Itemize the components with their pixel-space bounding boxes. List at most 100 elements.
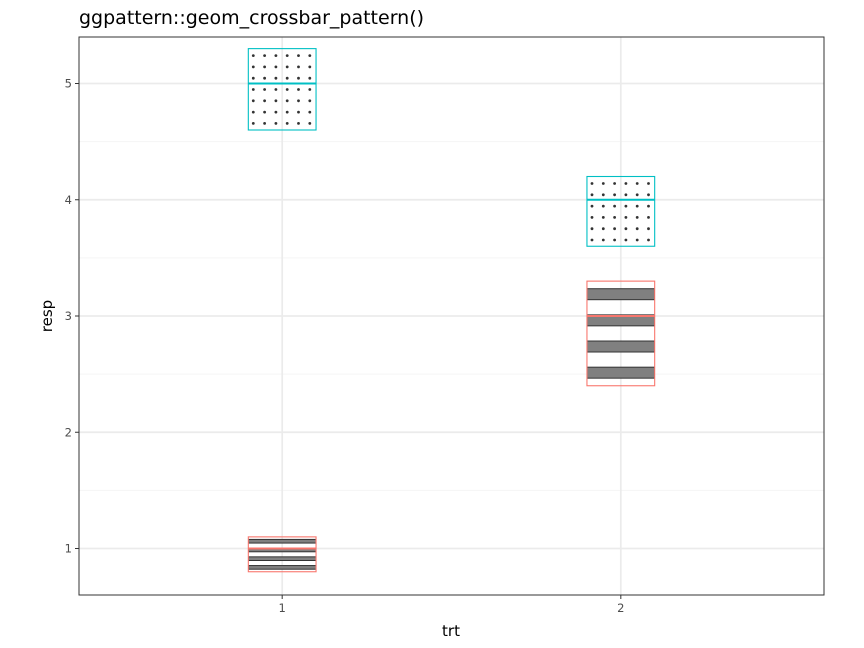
pattern-dot — [285, 76, 289, 80]
pattern-dot — [635, 193, 639, 197]
pattern-dot — [647, 216, 650, 219]
pattern-dot — [647, 204, 650, 208]
pattern-dot — [590, 216, 594, 219]
pattern-dot — [624, 193, 628, 197]
stripe — [586, 288, 655, 301]
pattern-dot — [297, 122, 300, 125]
x-axis-title: trt — [442, 622, 460, 640]
pattern-dot — [285, 65, 289, 69]
pattern-dot — [297, 65, 300, 69]
pattern-dot — [274, 76, 278, 80]
pattern-dot — [613, 204, 616, 208]
stripe — [248, 556, 317, 562]
crossbar-box — [247, 536, 317, 573]
x-tick-label: 1 — [279, 601, 286, 615]
pattern-dot — [274, 65, 278, 69]
plot-panel — [78, 36, 825, 596]
pattern-dot — [285, 99, 289, 103]
chart-title: ggpattern::geom_crossbar_pattern() — [79, 7, 424, 29]
pattern-dot — [308, 99, 312, 103]
pattern-dot — [601, 204, 605, 208]
pattern-dot — [251, 110, 255, 114]
pattern-dot — [624, 204, 628, 208]
pattern-dot — [601, 182, 605, 185]
pattern-dot — [274, 88, 278, 91]
pattern-dot — [274, 110, 278, 114]
pattern-dot — [274, 54, 278, 57]
pattern-dot — [263, 76, 266, 80]
pattern-dot — [297, 110, 300, 114]
pattern-dot — [647, 227, 650, 231]
pattern-dot — [308, 65, 312, 69]
pattern-dot — [297, 76, 300, 80]
pattern-dot — [647, 238, 650, 242]
stripe — [586, 314, 655, 327]
stripe — [586, 366, 655, 379]
crossbar — [586, 280, 656, 387]
pattern-dot — [297, 88, 300, 91]
pattern-dot — [635, 204, 639, 208]
y-tick-label: 4 — [65, 193, 72, 207]
pattern-dot — [308, 76, 312, 80]
pattern-dot — [263, 122, 266, 125]
crossbar — [247, 48, 317, 131]
stripe — [248, 565, 317, 570]
pattern-dot — [624, 216, 628, 219]
pattern-dot — [251, 76, 255, 80]
pattern-dot — [590, 227, 594, 231]
pattern-dot — [251, 88, 255, 91]
pattern-dot — [285, 88, 289, 91]
pattern-dot — [263, 65, 266, 69]
pattern-dot — [297, 54, 300, 57]
y-tick-label: 2 — [65, 425, 72, 439]
pattern-dot — [601, 193, 605, 197]
x-tick-label: 2 — [617, 601, 624, 615]
y-axis: 1 2 3 4 5 — [65, 77, 79, 556]
pattern-dot — [613, 193, 616, 197]
pattern-dot — [297, 99, 300, 103]
pattern-dot — [251, 99, 255, 103]
pattern-dot — [613, 182, 616, 185]
pattern-dot — [624, 182, 628, 185]
pattern-dot — [590, 193, 594, 197]
pattern-dot — [635, 216, 639, 219]
pattern-dot — [263, 99, 266, 103]
pattern-dot — [647, 182, 650, 185]
pattern-dot — [624, 238, 628, 242]
pattern-dot — [285, 54, 289, 57]
pattern-dot — [635, 182, 639, 185]
crossbar — [586, 175, 656, 247]
pattern-dot — [263, 88, 266, 91]
y-tick-label: 5 — [65, 77, 72, 91]
pattern-dot — [274, 99, 278, 103]
pattern-dot — [285, 122, 289, 125]
crossbar-pattern — [251, 54, 312, 125]
pattern-dot — [308, 110, 312, 114]
crossbars — [247, 48, 656, 573]
pattern-dot — [613, 216, 616, 219]
pattern-dot — [590, 238, 594, 242]
pattern-dot — [590, 182, 594, 185]
crossbar-pattern — [586, 288, 655, 379]
crossbar — [247, 536, 317, 573]
crossbar-box — [247, 48, 317, 131]
pattern-dot — [601, 216, 605, 219]
pattern-dot — [274, 122, 278, 125]
pattern-dot — [251, 54, 255, 57]
pattern-dot — [308, 54, 312, 57]
grid-lines — [79, 37, 824, 595]
pattern-dot — [601, 238, 605, 242]
pattern-dot — [635, 238, 639, 242]
pattern-dot — [613, 227, 616, 231]
pattern-dot — [263, 54, 266, 57]
crossbar-box — [586, 280, 656, 387]
pattern-dot — [263, 110, 266, 114]
pattern-dot — [647, 193, 650, 197]
pattern-dot — [285, 110, 289, 114]
stripe — [248, 538, 317, 544]
pattern-dot — [251, 122, 255, 125]
y-tick-label: 3 — [65, 309, 72, 323]
pattern-dot — [624, 227, 628, 231]
